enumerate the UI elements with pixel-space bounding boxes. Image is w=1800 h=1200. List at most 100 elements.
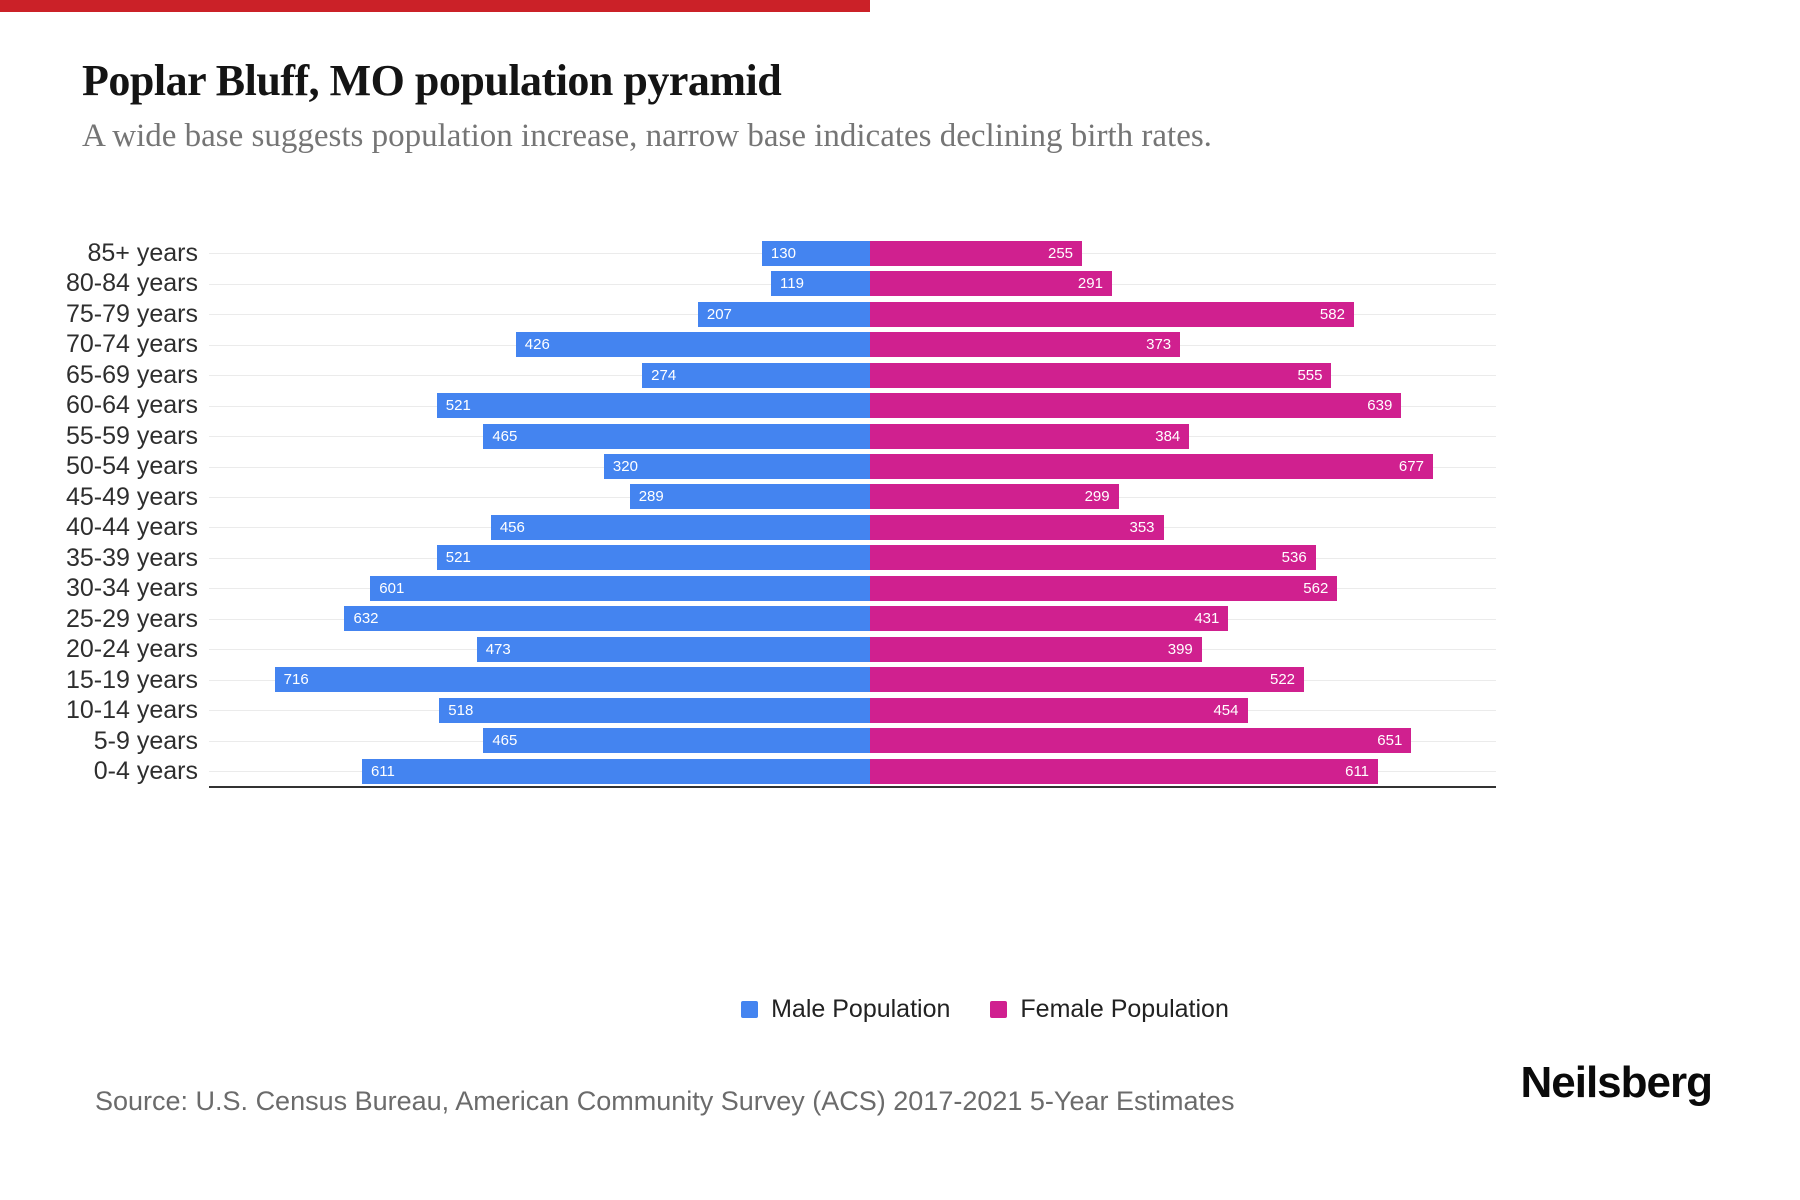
male-bar[interactable]: 518 (439, 697, 870, 723)
male-bar-value: 426 (524, 336, 550, 354)
female-bar-value: 255 (1048, 244, 1074, 262)
male-bar-value: 119 (780, 275, 804, 293)
top-accent-bar (0, 0, 870, 12)
male-bar-value: 473 (485, 640, 511, 658)
female-bar[interactable]: 555 (870, 362, 1332, 388)
female-bar[interactable]: 677 (870, 454, 1433, 480)
male-bar-value: 465 (492, 732, 518, 750)
male-bar-value: 320 (612, 458, 638, 476)
age-group-label: 10-14 years (65, 696, 198, 725)
female-bar-value: 384 (1155, 427, 1181, 445)
age-group-label: 55-59 years (65, 421, 198, 450)
legend-label-male: Male Population (771, 995, 951, 1023)
female-bar-value: 522 (1270, 671, 1296, 689)
male-bar[interactable]: 473 (476, 636, 870, 662)
male-bar[interactable]: 716 (274, 667, 870, 693)
male-bar-value: 601 (379, 579, 405, 597)
male-bar-value: 465 (492, 427, 518, 445)
age-group-label: 45-49 years (65, 482, 198, 511)
female-bar-value: 639 (1367, 397, 1393, 415)
male-bar-value: 611 (370, 762, 395, 780)
age-group-label: 50-54 years (65, 452, 198, 481)
male-bar[interactable]: 456 (490, 514, 870, 540)
chart-legend: Male Population Female Population (85, 995, 1800, 1024)
male-bar-value: 521 (445, 397, 471, 415)
female-bar-value: 373 (1146, 336, 1172, 354)
age-group-label: 30-34 years (65, 574, 198, 603)
brand-logo: Neilsberg (1520, 1058, 1713, 1107)
female-bar[interactable]: 611 (870, 758, 1379, 784)
male-bar[interactable]: 601 (370, 575, 870, 601)
female-bar[interactable]: 639 (870, 393, 1402, 419)
male-bar-value: 716 (283, 671, 309, 689)
female-bar-value: 353 (1129, 518, 1155, 536)
female-bar[interactable]: 582 (870, 301, 1354, 327)
female-bar[interactable]: 431 (870, 606, 1229, 632)
age-group-label: 85+ years (87, 239, 199, 267)
male-bar[interactable]: 119 (771, 271, 870, 297)
male-bar-value: 632 (353, 610, 379, 628)
legend-label-female: Female Population (1020, 995, 1229, 1023)
male-bar[interactable]: 521 (436, 545, 870, 571)
pyramid-plot-area: 130 255 119 291 207 582 426 373 274 555 521 639 465 3… (209, 238, 1496, 787)
female-bar[interactable]: 454 (870, 697, 1248, 723)
age-group-label: 75-79 years (65, 299, 198, 328)
source-attribution: Source: U.S. Census Bureau, American Com… (95, 1086, 1235, 1116)
male-bar-value: 518 (448, 701, 474, 719)
male-bar-value: 207 (706, 305, 732, 323)
male-bar[interactable]: 207 (697, 301, 870, 327)
male-bar[interactable]: 632 (344, 606, 870, 632)
female-bar[interactable]: 255 (870, 240, 1083, 266)
female-bar-value: 582 (1319, 305, 1345, 323)
female-bar-value: 291 (1077, 275, 1103, 293)
male-bar-value: 456 (499, 518, 525, 536)
male-bar[interactable]: 521 (436, 393, 870, 419)
male-bar[interactable]: 426 (515, 332, 870, 358)
female-bar-value: 562 (1303, 579, 1329, 597)
female-bar[interactable]: 522 (870, 667, 1305, 693)
age-group-label: 80-84 years (65, 269, 198, 298)
female-bar[interactable]: 651 (870, 728, 1412, 754)
age-group-label: 60-64 years (65, 391, 198, 420)
female-bar[interactable]: 373 (870, 332, 1181, 358)
female-bar[interactable]: 299 (870, 484, 1119, 510)
male-bar[interactable]: 465 (483, 728, 870, 754)
female-bar-value: 454 (1213, 701, 1239, 719)
female-bar[interactable]: 536 (870, 545, 1316, 571)
female-bar-value: 677 (1398, 458, 1424, 476)
legend-item-female[interactable]: Female Population (990, 995, 1229, 1024)
age-group-label: 70-74 years (65, 330, 198, 359)
male-bar-value: 130 (770, 244, 796, 262)
male-bar[interactable]: 289 (629, 484, 870, 510)
x-axis-line (209, 786, 1496, 788)
male-bar[interactable]: 274 (642, 362, 870, 388)
age-group-label: 40-44 years (65, 513, 198, 542)
age-group-label: 35-39 years (65, 543, 198, 572)
male-bar-value: 289 (638, 488, 664, 506)
female-bar[interactable]: 353 (870, 514, 1164, 540)
male-bar[interactable]: 130 (761, 240, 870, 266)
male-bar-value: 274 (651, 366, 677, 384)
male-bar[interactable]: 611 (361, 758, 870, 784)
age-group-label: 65-69 years (65, 360, 198, 389)
female-bar-value: 299 (1084, 488, 1110, 506)
female-bar-value: 399 (1167, 640, 1193, 658)
female-bar-value: 536 (1281, 549, 1307, 567)
male-bar[interactable]: 465 (483, 423, 870, 449)
y-axis-labels: 85+ years 80-84 years 75-79 years 70-74 yea… (0, 238, 198, 787)
male-bar[interactable]: 320 (603, 454, 870, 480)
chart-title: Poplar Bluff, MO population pyramid (82, 56, 782, 105)
age-group-label: 0-4 years (93, 756, 198, 785)
female-legend-swatch-icon (990, 1001, 1008, 1018)
female-bar-value: 555 (1297, 366, 1323, 384)
female-bar[interactable]: 399 (870, 636, 1202, 662)
male-legend-swatch-icon (741, 1001, 759, 1018)
male-bar-value: 521 (445, 549, 471, 567)
female-bar-value: 611 (1345, 762, 1370, 780)
age-group-label: 15-19 years (65, 665, 198, 694)
female-bar[interactable]: 291 (870, 271, 1112, 297)
legend-item-male[interactable]: Male Population (741, 995, 950, 1024)
female-bar[interactable]: 562 (870, 575, 1338, 601)
female-bar[interactable]: 384 (870, 423, 1190, 449)
